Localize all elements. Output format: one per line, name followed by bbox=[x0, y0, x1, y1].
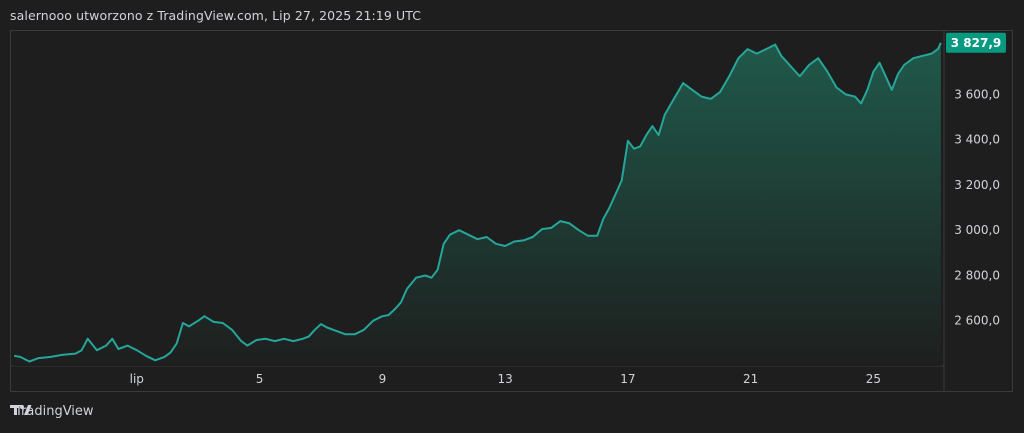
y-tick-label: 3 200,0 bbox=[954, 178, 1000, 192]
y-tick-label: 2 600,0 bbox=[954, 314, 1000, 328]
x-tick-label: lip bbox=[130, 372, 144, 386]
x-tick-label: 17 bbox=[620, 372, 635, 386]
last-price-label: 3 827,9 bbox=[951, 36, 1001, 50]
x-tick-label: 5 bbox=[256, 372, 264, 386]
y-tick-label: 3 600,0 bbox=[954, 87, 1000, 101]
footer-brand-text: TradingView bbox=[15, 404, 94, 419]
x-tick-label: 25 bbox=[866, 372, 881, 386]
chart-caption: salernooo utworzono z TradingView.com, L… bbox=[10, 8, 422, 23]
price-area-fill bbox=[14, 42, 941, 367]
x-tick-label: 13 bbox=[497, 372, 512, 386]
footer-brand[interactable]: TradingView bbox=[10, 404, 94, 419]
y-tick-label: 2 800,0 bbox=[954, 269, 1000, 283]
y-tick-label: 3 000,0 bbox=[954, 223, 1000, 237]
last-price-tag bbox=[946, 32, 1006, 53]
x-tick-label: 9 bbox=[379, 372, 387, 386]
price-line[interactable] bbox=[13, 42, 942, 363]
x-tick-label: 21 bbox=[743, 372, 758, 386]
y-tick-label: 3 400,0 bbox=[954, 133, 1000, 147]
